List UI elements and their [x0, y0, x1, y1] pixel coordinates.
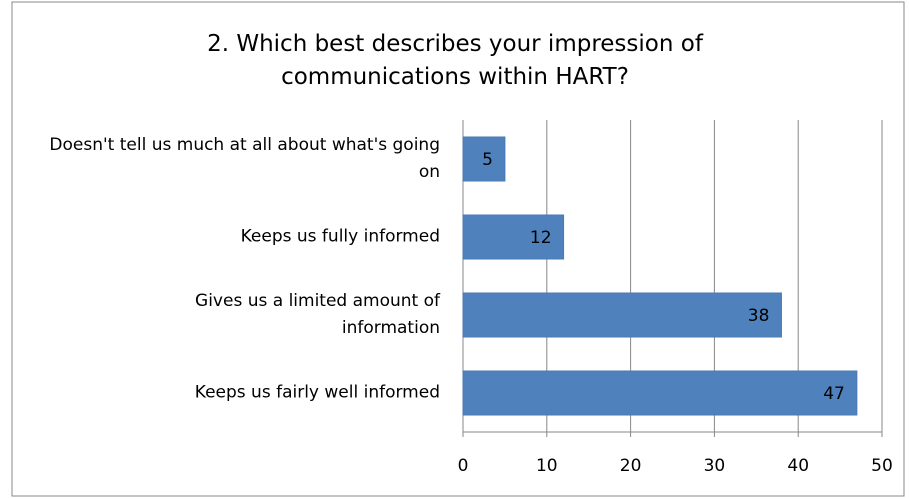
data-label: 5 — [482, 150, 493, 170]
bar — [462, 214, 565, 260]
x-tick-label: 10 — [536, 456, 558, 476]
x-tick-label: 30 — [704, 456, 726, 476]
bar — [462, 292, 782, 338]
chart-title: 2. Which best describes your impression … — [207, 31, 703, 90]
y-tick-label: Keeps us fully informed — [240, 226, 440, 247]
bar — [462, 136, 506, 182]
data-label: 38 — [748, 306, 770, 326]
bar — [462, 370, 858, 416]
y-tick-label: Keeps us fairly well informed — [194, 382, 440, 403]
x-tick-label: 40 — [787, 456, 809, 476]
x-tick-label: 20 — [620, 456, 642, 476]
y-tick-label: Gives us a limited amount of information — [195, 291, 440, 338]
x-tick-label: 0 — [458, 456, 469, 476]
data-label: 47 — [823, 384, 845, 404]
y-tick-label: Doesn't tell us much at all about what's… — [49, 135, 440, 182]
x-tick-label: 50 — [871, 456, 893, 476]
data-label: 12 — [530, 228, 552, 248]
